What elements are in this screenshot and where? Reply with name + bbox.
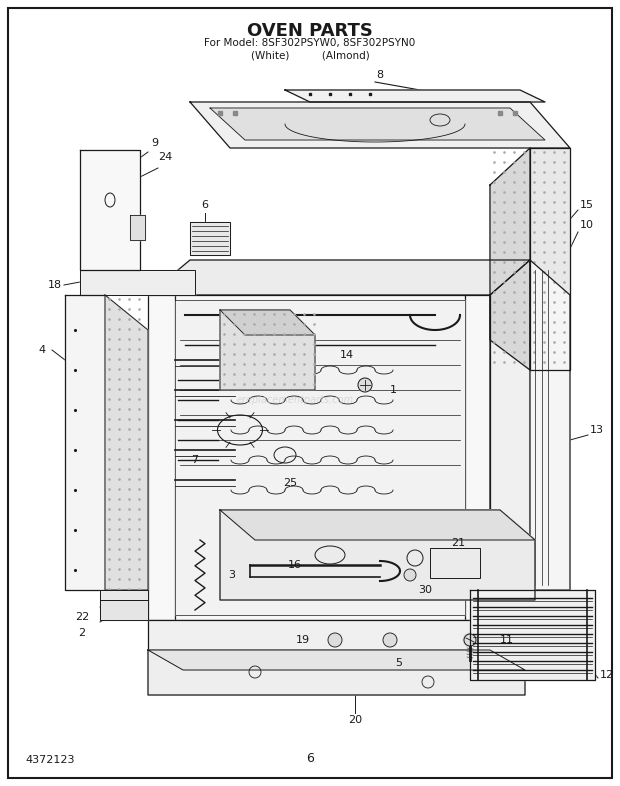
Polygon shape (530, 148, 570, 370)
Text: For Model: 8SF302PSYW0, 8SF302PSYN0: For Model: 8SF302PSYW0, 8SF302PSYN0 (205, 38, 415, 48)
Text: 24: 24 (158, 152, 172, 162)
Text: (White)          (Almond): (White) (Almond) (250, 50, 370, 60)
Polygon shape (210, 108, 545, 140)
Text: 12: 12 (600, 670, 614, 680)
Circle shape (383, 633, 397, 647)
Polygon shape (100, 590, 148, 600)
Bar (430, 548, 480, 578)
Ellipse shape (358, 378, 372, 392)
Text: 18: 18 (48, 280, 62, 290)
Polygon shape (220, 510, 535, 600)
Text: 9: 9 (151, 138, 159, 148)
Polygon shape (530, 260, 570, 590)
Polygon shape (148, 650, 525, 695)
Text: 3: 3 (228, 570, 235, 580)
Polygon shape (490, 148, 530, 370)
Text: 22: 22 (75, 612, 89, 622)
Polygon shape (220, 510, 535, 540)
Text: 19: 19 (296, 635, 310, 645)
Text: 2: 2 (79, 628, 86, 638)
Text: 5: 5 (395, 658, 402, 668)
Polygon shape (148, 295, 490, 620)
Text: 30: 30 (418, 585, 432, 595)
Text: 4: 4 (38, 345, 45, 355)
Text: 16: 16 (288, 560, 302, 570)
Circle shape (328, 633, 342, 647)
Text: 7: 7 (192, 455, 198, 465)
Polygon shape (285, 90, 545, 102)
Text: 10: 10 (580, 220, 594, 230)
Polygon shape (148, 620, 490, 650)
Polygon shape (190, 102, 570, 148)
Text: 4372123: 4372123 (25, 755, 74, 765)
Text: 8: 8 (376, 70, 384, 80)
Polygon shape (65, 295, 105, 590)
Polygon shape (190, 222, 230, 255)
Circle shape (463, 633, 477, 647)
Text: 6: 6 (306, 752, 314, 765)
Polygon shape (80, 270, 195, 295)
Polygon shape (148, 260, 530, 295)
Text: 15: 15 (580, 200, 594, 210)
Text: 25: 25 (283, 478, 297, 488)
Circle shape (404, 569, 416, 581)
Text: OVEN PARTS: OVEN PARTS (247, 22, 373, 40)
Polygon shape (490, 260, 530, 620)
Text: 11: 11 (500, 635, 514, 645)
Text: 14: 14 (340, 350, 354, 360)
Text: 1: 1 (390, 385, 397, 395)
Text: 20: 20 (348, 715, 362, 725)
Polygon shape (80, 150, 140, 270)
Text: ereplacementparts.com: ereplacementparts.com (236, 395, 353, 405)
Text: 21: 21 (451, 538, 465, 548)
Polygon shape (220, 310, 315, 390)
Polygon shape (100, 600, 148, 620)
Polygon shape (470, 590, 595, 680)
Polygon shape (220, 310, 315, 335)
Polygon shape (148, 650, 525, 670)
Text: 6: 6 (202, 200, 208, 210)
Text: 13: 13 (590, 425, 604, 435)
Polygon shape (105, 295, 148, 590)
Polygon shape (175, 300, 465, 615)
Polygon shape (130, 215, 145, 240)
